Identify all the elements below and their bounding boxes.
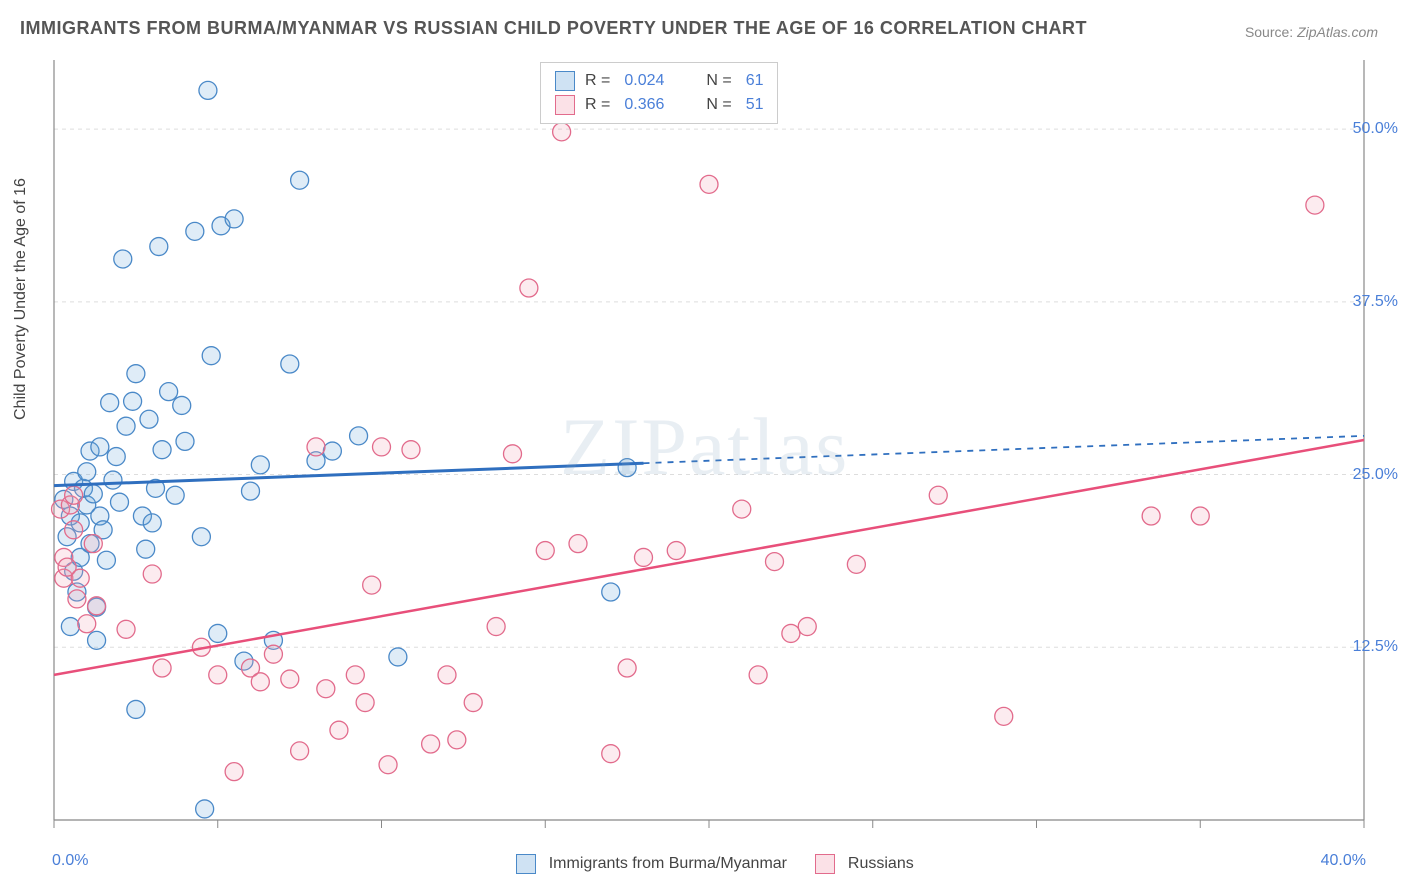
r-label: R = xyxy=(585,96,610,114)
n-value-1: 61 xyxy=(746,72,764,90)
bottom-swatch-2 xyxy=(815,854,835,874)
swatch-series-2 xyxy=(555,95,575,115)
source-label: Source: xyxy=(1245,24,1293,40)
plot-area xyxy=(50,60,1380,830)
bottom-legend-label-1: Immigrants from Burma/Myanmar xyxy=(549,855,787,872)
y-tick-label: 37.5% xyxy=(1353,293,1398,311)
legend-row-series-1: R = 0.024 N = 61 xyxy=(555,69,763,93)
r-value-1: 0.024 xyxy=(624,72,682,90)
y-tick-label: 12.5% xyxy=(1353,638,1398,656)
y-tick-label: 50.0% xyxy=(1353,120,1398,138)
legend-row-series-2: R = 0.366 N = 51 xyxy=(555,93,763,117)
correlation-legend: R = 0.024 N = 61 R = 0.366 N = 51 xyxy=(540,62,778,124)
bottom-swatch-1 xyxy=(516,854,536,874)
scatter-chart xyxy=(50,60,1380,830)
chart-title: IMMIGRANTS FROM BURMA/MYANMAR VS RUSSIAN… xyxy=(20,18,1087,39)
r-label: R = xyxy=(585,72,610,90)
bottom-legend-label-2: Russians xyxy=(848,855,914,872)
bottom-legend: Immigrants from Burma/Myanmar Russians xyxy=(0,854,1406,874)
y-axis-title: Child Poverty Under the Age of 16 xyxy=(12,178,30,420)
y-tick-label: 25.0% xyxy=(1353,466,1398,484)
n-value-2: 51 xyxy=(746,96,764,114)
source-value: ZipAtlas.com xyxy=(1297,24,1378,40)
swatch-series-1 xyxy=(555,71,575,91)
n-label: N = xyxy=(706,96,731,114)
source-attribution: Source: ZipAtlas.com xyxy=(1245,24,1378,40)
n-label: N = xyxy=(706,72,731,90)
r-value-2: 0.366 xyxy=(624,96,682,114)
